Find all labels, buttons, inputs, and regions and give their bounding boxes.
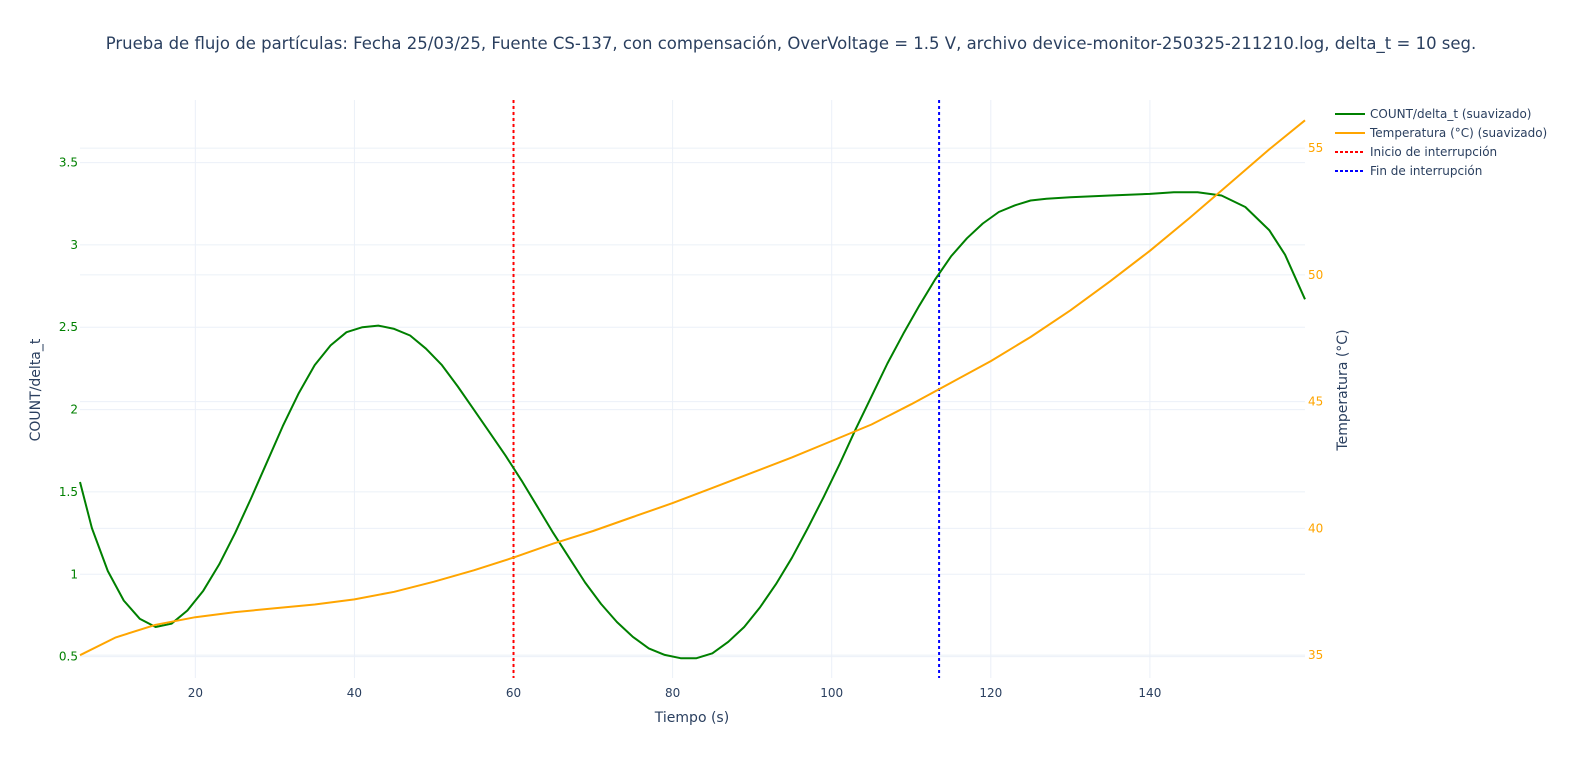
x-tick-label: 100: [820, 686, 843, 700]
chart-title: Prueba de flujo de partículas: Fecha 25/…: [106, 34, 1477, 54]
y2-tick-label: 35: [1308, 648, 1323, 662]
series-lines: [79, 119, 1306, 660]
y-tick-label: 0.5: [59, 650, 78, 664]
y2-tick-label: 45: [1308, 395, 1323, 409]
legend-item-interruption-end-label: Fin de interrupción: [1370, 164, 1482, 178]
y2-tick-label: 50: [1308, 268, 1323, 282]
count-line: [79, 191, 1306, 660]
x-tick-label: 60: [506, 686, 521, 700]
legend: COUNT/delta_t (suavizado) Temperatura (°C…: [1335, 107, 1547, 178]
x-axis-ticks: 20 40 60 80 100 120 140: [188, 686, 1162, 700]
x-tick-label: 80: [665, 686, 680, 700]
x-tick-label: 40: [347, 686, 362, 700]
x-tick-label: 120: [979, 686, 1002, 700]
x-axis-title: Tiempo (s): [654, 710, 729, 726]
y-axis-title: COUNT/delta_t: [28, 338, 44, 441]
temperature-line: [79, 119, 1306, 657]
grid: [80, 100, 1305, 678]
y2-axis-title: Temperatura (°C): [1335, 329, 1351, 451]
legend-item-count-label: COUNT/delta_t (suavizado): [1370, 107, 1532, 121]
x-tick-label: 140: [1138, 686, 1161, 700]
legend-item-interruption-start-label: Inicio de interrupción: [1370, 145, 1497, 159]
y-tick-label: 3.5: [59, 156, 78, 170]
y2-tick-label: 55: [1308, 141, 1323, 155]
y-tick-label: 2.5: [59, 320, 78, 334]
x-tick-label: 20: [188, 686, 203, 700]
legend-item-temperature-label: Temperatura (°C) (suavizado): [1369, 126, 1547, 140]
y2-axis-ticks: 35 40 45 50 55: [1308, 141, 1323, 662]
y-tick-label: 2: [70, 403, 78, 417]
y-axis-ticks: 0.5 1 1.5 2 2.5 3 3.5: [59, 156, 78, 664]
y-tick-label: 3: [70, 238, 78, 252]
y2-tick-label: 40: [1308, 521, 1323, 535]
y-tick-label: 1: [70, 567, 78, 581]
y-tick-label: 1.5: [59, 485, 78, 499]
